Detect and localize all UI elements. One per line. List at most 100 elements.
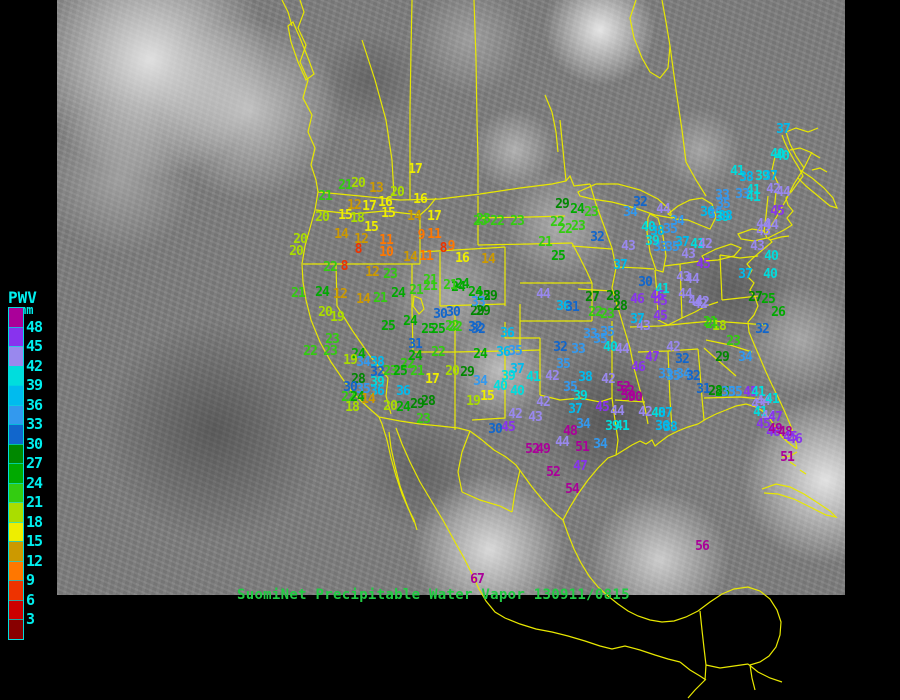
station-pwv-value: 22 — [490, 213, 505, 229]
legend-tick-label: 48 — [26, 317, 43, 336]
station-pwv-value: 38 — [739, 169, 754, 185]
station-pwv-value: 34 — [473, 373, 488, 389]
station-pwv-value: 18 — [345, 399, 360, 415]
station-pwv-value: 44 — [776, 184, 791, 200]
station-pwv-value: 8 — [340, 258, 349, 274]
station-pwv-value: 41 — [765, 391, 780, 407]
station-pwv-value: 25 — [761, 291, 776, 307]
legend-tick-label: 27 — [26, 454, 43, 472]
station-pwv-value: 22 — [341, 389, 356, 405]
station-pwv-value: 38 — [650, 223, 665, 239]
station-pwv-value: 45 — [696, 256, 711, 272]
station-pwv-value: 17 — [427, 208, 442, 224]
station-pwv-value: 23 — [383, 266, 398, 282]
station-pwv-value: 44 — [678, 286, 693, 302]
station-pwv-value: 23 — [325, 331, 340, 347]
station-pwv-value: 35 — [666, 368, 681, 384]
station-pwv-value: 44 — [756, 216, 771, 232]
station-pwv-value: 18 — [712, 318, 727, 334]
legend-swatch — [9, 365, 23, 385]
station-pwv-value: 8 — [439, 240, 448, 256]
legend-tick-label: 6 — [26, 590, 35, 609]
station-pwv-value: 32 — [633, 194, 648, 210]
station-pwv-value: 17 — [362, 198, 377, 214]
legend-swatch — [9, 599, 23, 619]
station-pwv-value: 35 — [356, 381, 371, 397]
station-pwv-value: 35 — [556, 356, 571, 372]
station-pwv-value: 23 — [600, 306, 615, 322]
station-pwv-value: 52 — [546, 464, 561, 480]
station-pwv-value: 48 — [563, 423, 578, 439]
station-pwv-value: 27 — [585, 289, 600, 305]
station-pwv-value: 21 — [291, 285, 306, 301]
station-pwv-value: 32 — [755, 321, 770, 337]
station-pwv-value: 28 — [351, 371, 366, 387]
station-pwv-value: 39 — [501, 368, 516, 384]
station-pwv-value: 25 — [393, 363, 408, 379]
station-pwv-value: 47 — [645, 349, 660, 365]
legend-swatch — [9, 326, 23, 346]
station-pwv-value: 33 — [471, 294, 486, 310]
station-pwv-value: 34 — [676, 366, 691, 382]
station-pwv-value: 43 — [528, 409, 543, 425]
satellite-imagery — [57, 0, 845, 595]
station-pwv-value: 37 — [613, 257, 628, 273]
station-pwv-value: 24 — [396, 399, 411, 415]
station-pwv-value: 13 — [369, 180, 384, 196]
legend-swatch — [9, 404, 23, 424]
station-pwv-value: 29 — [410, 396, 425, 412]
station-pwv-value: 39 — [573, 388, 588, 404]
station-pwv-value: 40 — [651, 405, 666, 421]
station-pwv-value: 33 — [735, 186, 750, 202]
station-pwv-value: 37 — [738, 266, 753, 282]
station-pwv-value: 25 — [715, 384, 730, 400]
station-pwv-value: 41 — [730, 163, 745, 179]
legend-swatch — [9, 385, 23, 405]
station-pwv-value: 20 — [390, 184, 405, 200]
station-pwv-value: 38 — [370, 354, 385, 370]
station-pwv-value: 41 — [753, 404, 768, 420]
station-pwv-value: 29 — [555, 196, 570, 212]
station-pwv-value: 42 — [666, 339, 681, 355]
station-pwv-value: 20 — [289, 243, 304, 259]
station-pwv-value: 40 — [763, 266, 778, 282]
station-pwv-value: 30 — [638, 274, 653, 290]
map-border-path — [747, 663, 783, 683]
station-pwv-value: 15 — [338, 207, 353, 223]
station-pwv-value: 21 — [423, 278, 438, 294]
station-pwv-value: 44 — [610, 403, 625, 419]
station-pwv-value: 42 — [508, 406, 523, 422]
station-pwv-value: 43 — [621, 238, 636, 254]
station-pwv-value: 20 — [293, 231, 308, 247]
station-pwv-value: 32 — [675, 351, 690, 367]
station-pwv-value: 35 — [721, 384, 736, 400]
station-pwv-value: 21 — [443, 277, 458, 293]
station-pwv-value: 32 — [370, 364, 385, 380]
station-pwv-value: 44 — [764, 217, 779, 233]
station-pwv-value: 11 — [419, 248, 434, 264]
station-pwv-value: 35 — [600, 324, 615, 340]
map-border-path — [699, 610, 707, 681]
station-pwv-value: 39 — [755, 168, 770, 184]
station-pwv-value: 20 — [318, 304, 333, 320]
station-pwv-value: 43 — [681, 246, 696, 262]
station-pwv-value: 25 — [431, 321, 446, 337]
station-pwv-value: 50 — [621, 388, 636, 404]
station-pwv-value: 48 — [778, 424, 793, 440]
legend-swatch — [9, 308, 23, 327]
station-pwv-value: 39 — [370, 374, 385, 390]
station-pwv-value: 49 — [768, 421, 783, 437]
station-pwv-value: 37 — [658, 405, 673, 421]
station-pwv-value: 43 — [756, 223, 771, 239]
station-pwv-value: 36 — [556, 298, 571, 314]
station-pwv-value: 22 — [400, 356, 415, 372]
station-pwv-value: 46 — [630, 291, 645, 307]
station-pwv-value: 23 — [473, 213, 488, 229]
legend-tick-label: 36 — [26, 395, 43, 414]
station-pwv-value: 36 — [496, 344, 511, 360]
station-pwv-value: 22 — [448, 319, 463, 335]
station-pwv-value: 34 — [623, 204, 638, 220]
station-pwv-value: 24 — [408, 348, 423, 364]
station-pwv-value: 19 — [466, 393, 481, 409]
